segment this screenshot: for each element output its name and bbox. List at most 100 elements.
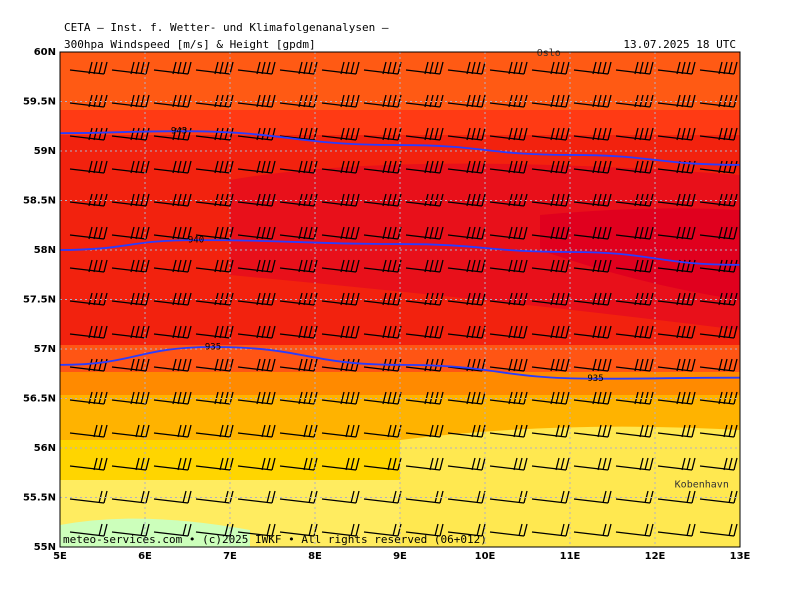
wind-barb	[447, 94, 486, 108]
wind-barb	[195, 61, 234, 75]
wind-barb	[111, 160, 150, 174]
wind-barb	[321, 61, 360, 75]
wind-barb	[657, 523, 696, 537]
wind-barb	[699, 259, 738, 273]
wind-barb	[237, 490, 276, 504]
wind-barb	[447, 193, 486, 207]
wind-barb	[657, 325, 696, 339]
wind-barb	[111, 127, 150, 141]
wind-barb	[321, 391, 360, 405]
x-tick-label: 8E	[308, 551, 322, 562]
y-tick-label: 55N	[34, 542, 56, 553]
wind-barb	[489, 457, 528, 471]
wind-barb	[279, 259, 318, 273]
wind-barb	[153, 160, 192, 174]
wind-barb	[363, 259, 402, 273]
wind-barb	[279, 424, 318, 438]
wind-barb	[321, 193, 360, 207]
wind-barb	[321, 292, 360, 306]
wind-barb	[153, 226, 192, 240]
wind-barb	[447, 424, 486, 438]
wind-barb	[531, 523, 570, 537]
wind-barb	[447, 127, 486, 141]
wind-barb	[531, 193, 570, 207]
wind-barb	[657, 292, 696, 306]
wind-barb	[321, 424, 360, 438]
wind-barb	[195, 358, 234, 372]
wind-barb	[237, 259, 276, 273]
wind-barb	[153, 61, 192, 75]
wind-barb	[111, 523, 150, 537]
wind-barb	[573, 94, 612, 108]
wind-barb	[237, 193, 276, 207]
wind-barb	[699, 127, 738, 141]
shade-core	[230, 163, 740, 330]
wind-barb	[657, 94, 696, 108]
x-tick-label: 13E	[730, 551, 751, 562]
y-tick-label: 60N	[34, 47, 56, 58]
wind-barb	[69, 226, 108, 240]
wind-barb	[69, 325, 108, 339]
wind-barb	[153, 358, 192, 372]
wind-barb	[699, 358, 738, 372]
contour-label: 940	[188, 236, 204, 246]
wind-barb	[111, 61, 150, 75]
y-tick-label: 58N	[34, 245, 56, 256]
shade-light	[60, 518, 250, 547]
wind-barb	[447, 391, 486, 405]
wind-barb	[321, 523, 360, 537]
wind-barb	[489, 127, 528, 141]
wind-barb	[573, 457, 612, 471]
wind-barb	[447, 523, 486, 537]
place-label: Kobenhavn	[675, 480, 729, 491]
wind-barb	[447, 358, 486, 372]
x-tick-label: 7E	[223, 551, 237, 562]
wind-barb	[447, 61, 486, 75]
wind-barb	[489, 325, 528, 339]
wind-barb	[237, 94, 276, 108]
wind-barb	[153, 292, 192, 306]
wind-barb	[321, 325, 360, 339]
x-tick-label: 10E	[475, 551, 496, 562]
wind-barb	[69, 259, 108, 273]
wind-barb	[69, 358, 108, 372]
wind-barb	[195, 325, 234, 339]
wind-barb	[447, 457, 486, 471]
wind-barb	[615, 457, 654, 471]
wind-barb	[573, 424, 612, 438]
shade-light	[400, 426, 740, 547]
wind-barb	[615, 127, 654, 141]
wind-barb	[573, 160, 612, 174]
wind-barb	[531, 424, 570, 438]
valid-time: 13.07.2025 18 UTC	[623, 38, 736, 51]
institute: CETA — Inst. f. Wetter- und Klimafolgena…	[64, 21, 389, 34]
wind-barb	[531, 94, 570, 108]
wind-barb	[615, 523, 654, 537]
wind-barb	[69, 457, 108, 471]
wind-barb	[699, 424, 738, 438]
wind-barb	[237, 127, 276, 141]
wind-barb	[279, 358, 318, 372]
contour-label: 945	[171, 127, 187, 137]
wind-barb	[69, 523, 108, 537]
wind-barb	[153, 457, 192, 471]
wind-barb	[237, 160, 276, 174]
wind-barb	[363, 94, 402, 108]
wind-barb	[111, 490, 150, 504]
wind-barb	[615, 61, 654, 75]
wind-barb	[405, 457, 444, 471]
wind-barb	[447, 292, 486, 306]
wind-barb	[153, 490, 192, 504]
wind-barb	[321, 259, 360, 273]
wind-barb	[195, 424, 234, 438]
shade-core	[540, 208, 740, 300]
wind-barb	[573, 391, 612, 405]
wind-barb	[531, 292, 570, 306]
wind-barb	[321, 358, 360, 372]
wind-barb	[363, 424, 402, 438]
y-tick-label: 56.5N	[23, 394, 56, 405]
wind-barb	[237, 424, 276, 438]
wind-barb	[447, 325, 486, 339]
wind-barb	[573, 325, 612, 339]
height-contour	[59, 130, 741, 166]
